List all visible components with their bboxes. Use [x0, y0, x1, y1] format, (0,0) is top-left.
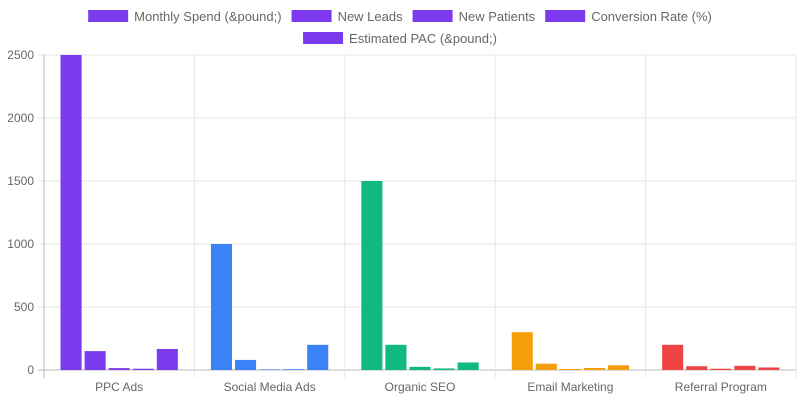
- y-tick-label: 1000: [7, 237, 34, 251]
- bar: [511, 332, 533, 370]
- bar: [307, 344, 329, 370]
- bar: [457, 362, 479, 370]
- bar: [433, 368, 455, 370]
- y-tick-label: 1500: [7, 174, 34, 188]
- legend-swatch: [545, 10, 586, 22]
- legend-swatch: [412, 10, 453, 22]
- axis-labels: 0 500 1000 1500 2000 2500 PPC Ads Social Media …: [7, 48, 767, 394]
- bar: [662, 344, 684, 370]
- y-tick-label: 500: [14, 300, 34, 314]
- x-tick-label: Organic SEO: [385, 380, 456, 394]
- legend-swatch: [303, 32, 344, 44]
- bar: [559, 368, 581, 370]
- bar: [259, 369, 281, 370]
- bar: [210, 244, 233, 370]
- bar: [235, 359, 257, 370]
- legend-label: New Leads: [338, 9, 404, 24]
- x-tick-label: Social Media Ads: [224, 380, 316, 394]
- legend-swatch: [88, 10, 129, 22]
- bar: [607, 365, 630, 370]
- legend-label: Monthly Spend (&pound;): [134, 9, 281, 24]
- bar: [686, 366, 708, 370]
- x-tick-label: Email Marketing: [527, 380, 613, 394]
- legend-label: Conversion Rate (%): [591, 9, 712, 24]
- x-tick-label: PPC Ads: [95, 380, 143, 394]
- legend-label: New Patients: [459, 9, 536, 24]
- bar: [583, 367, 605, 370]
- bar: [409, 366, 431, 370]
- bar: [60, 55, 82, 370]
- y-tick-label: 0: [27, 363, 34, 377]
- legend: Monthly Spend (&pound;) New Leads New Pati…: [88, 9, 712, 46]
- y-tick-label: 2500: [7, 48, 34, 62]
- y-tick-label: 2000: [7, 111, 34, 125]
- legend-swatch: [291, 10, 332, 22]
- bar: [361, 181, 383, 370]
- bar: [283, 369, 305, 370]
- bar: [132, 368, 154, 370]
- bars: [60, 55, 780, 370]
- grid: [38, 54, 797, 378]
- bar: [535, 363, 557, 370]
- bar: [108, 368, 130, 370]
- bar: [84, 351, 106, 370]
- x-tick-label: Referral Program: [675, 380, 767, 394]
- bar: [710, 368, 732, 370]
- legend-label: Estimated PAC (&pound;): [349, 31, 497, 46]
- bar: [734, 365, 756, 370]
- bar: [758, 367, 780, 370]
- bar: [385, 344, 407, 370]
- bar: [156, 348, 178, 370]
